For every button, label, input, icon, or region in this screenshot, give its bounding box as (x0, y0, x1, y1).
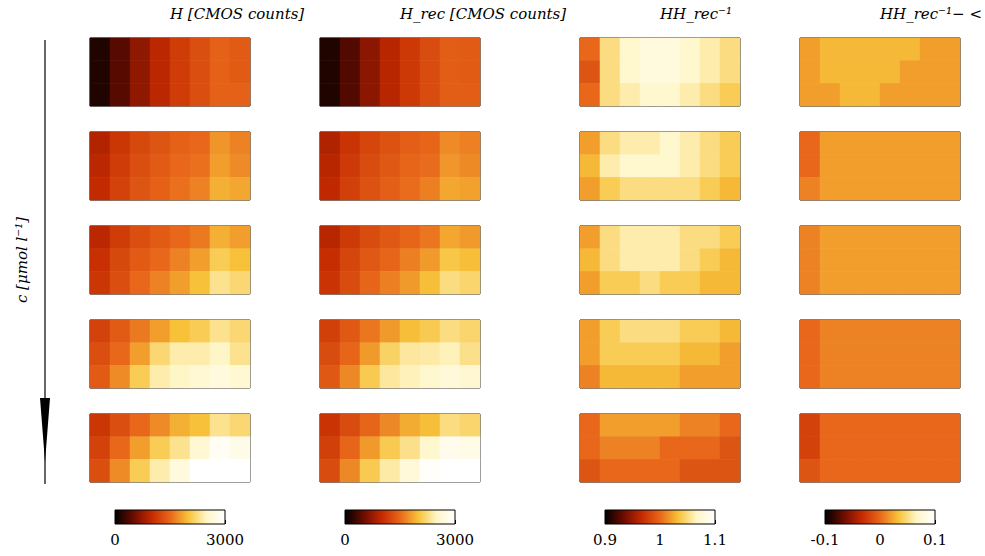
svg-text:HH_rec⁻¹− < HH_rec⁻¹ >: HH_rec⁻¹− < HH_rec⁻¹ > (879, 5, 985, 23)
svg-text:3000: 3000 (436, 531, 474, 549)
svg-text:1: 1 (655, 531, 665, 549)
svg-text:0: 0 (110, 531, 120, 549)
svg-text:3000: 3000 (206, 531, 244, 549)
svg-text:H_rec [CMOS counts]: H_rec [CMOS counts] (399, 5, 566, 23)
svg-text:0.1: 0.1 (923, 531, 947, 549)
svg-text:1.1: 1.1 (703, 531, 727, 549)
svg-text:0: 0 (875, 531, 885, 549)
svg-text:c [μmol l⁻¹]: c [μmol l⁻¹] (13, 217, 31, 303)
svg-text:0: 0 (340, 531, 350, 549)
svg-text:0.9: 0.9 (593, 531, 617, 549)
svg-text:H [CMOS counts]: H [CMOS counts] (169, 5, 304, 23)
svg-text:-0.1: -0.1 (811, 531, 840, 549)
svg-text:HH_rec⁻¹: HH_rec⁻¹ (659, 5, 732, 23)
